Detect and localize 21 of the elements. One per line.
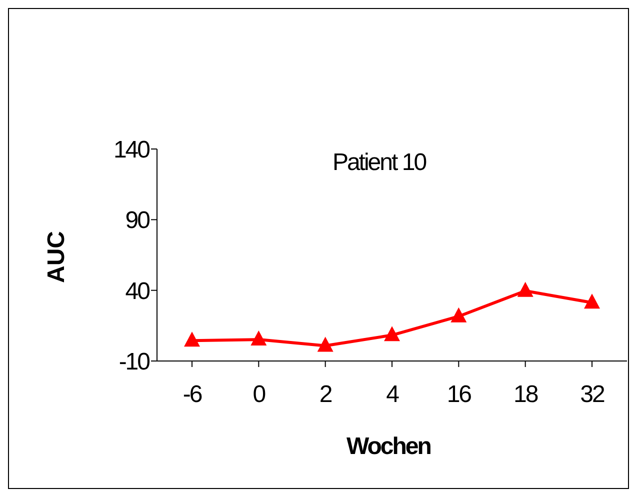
y-tick-label: 140 (113, 136, 150, 164)
x-tick-label: 2 (319, 381, 332, 408)
point (184, 332, 200, 347)
point (450, 307, 467, 322)
point (517, 282, 534, 297)
x-tick-label: 18 (513, 381, 538, 408)
chart-title: Patient 10 (331, 149, 428, 177)
x-tick-label: 0 (252, 381, 266, 408)
y-tick-label: 90 (125, 207, 150, 234)
point (317, 336, 334, 352)
y-tick-label: 40 (125, 278, 150, 305)
x-tick-label: 32 (580, 381, 605, 408)
x-tick-label: -6 (182, 381, 202, 408)
y-axis-title: AUC (43, 231, 71, 283)
point (250, 330, 267, 346)
point (384, 326, 400, 342)
x-axis-title: Wochen (346, 433, 432, 461)
x-tick-label: 16 (446, 381, 472, 408)
x-tick-label: 4 (386, 381, 400, 408)
point (584, 294, 600, 309)
y-tick-label: -10 (118, 348, 150, 376)
